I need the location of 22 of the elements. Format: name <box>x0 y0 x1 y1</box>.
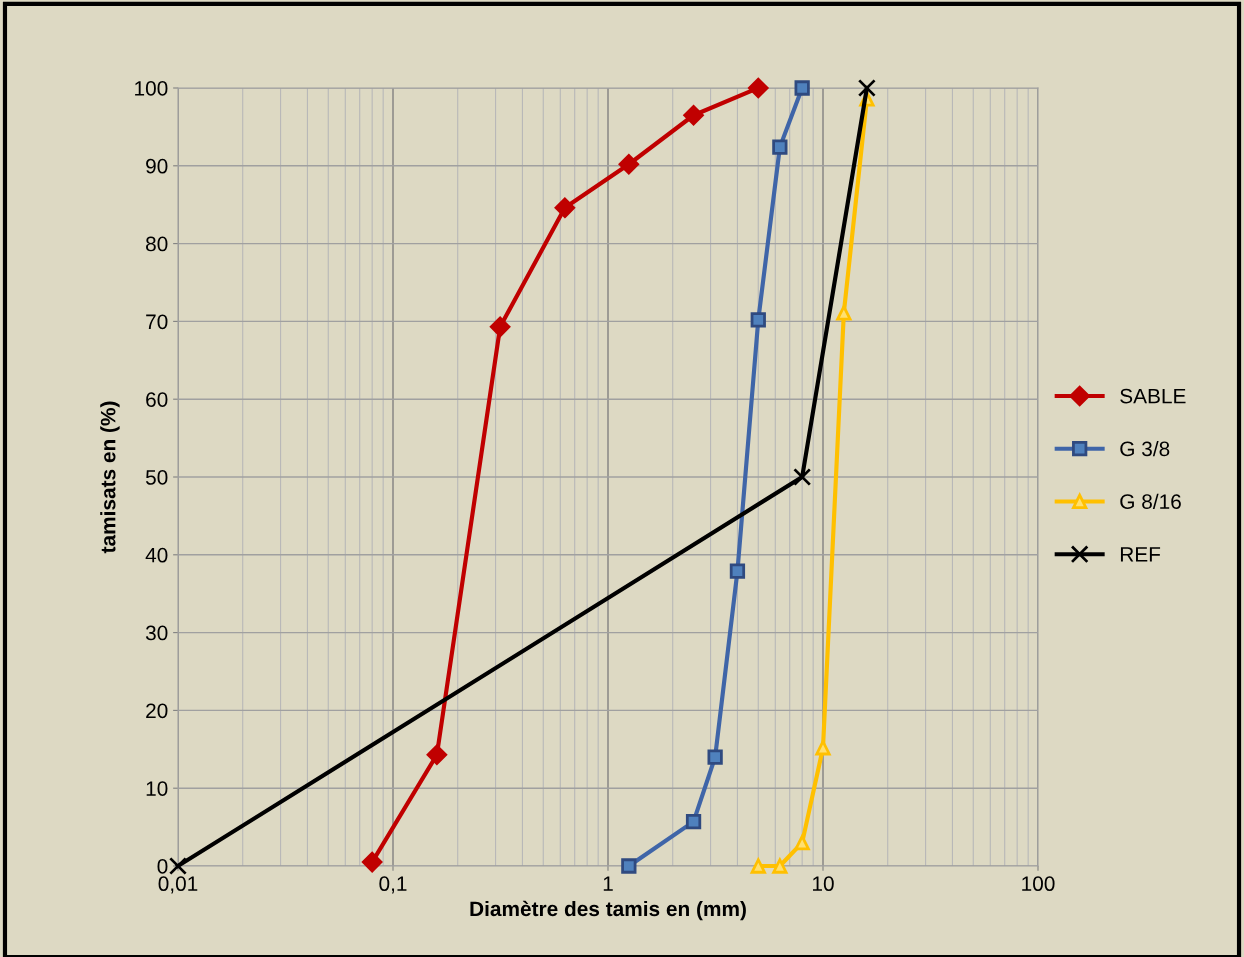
y-axis-title: tamisats en (%) <box>100 401 120 554</box>
y-tick-label: 60 <box>146 392 168 407</box>
x-tick-label: 1 <box>603 876 613 891</box>
legend-label: G 8/16 <box>1120 493 1181 509</box>
y-tick-label: 100 <box>135 81 168 96</box>
x-tick-label: 100 <box>1022 876 1055 892</box>
x-axis-title: Diamètre des tamis en (mm) <box>470 900 746 921</box>
legend-label: SABLE <box>1120 388 1186 404</box>
x-tick-label: 0,1 <box>379 876 407 894</box>
x-tick-label: 10 <box>813 876 834 892</box>
y-tick-label: 20 <box>146 703 168 719</box>
y-tick-label: 40 <box>145 547 168 563</box>
x-tick-label: 0,01 <box>158 876 198 894</box>
y-tick-label: 10 <box>146 781 168 796</box>
legend-label: G 3/8 <box>1120 440 1170 457</box>
y-tick-label: 90 <box>146 158 168 174</box>
legend-label: REF <box>1120 547 1161 562</box>
y-tick-label: 0 <box>157 859 168 874</box>
y-tick-label: 70 <box>146 314 168 330</box>
y-tick-label: 30 <box>145 625 168 641</box>
y-tick-label: 50 <box>145 470 168 485</box>
y-tick-label: 80 <box>146 236 168 252</box>
